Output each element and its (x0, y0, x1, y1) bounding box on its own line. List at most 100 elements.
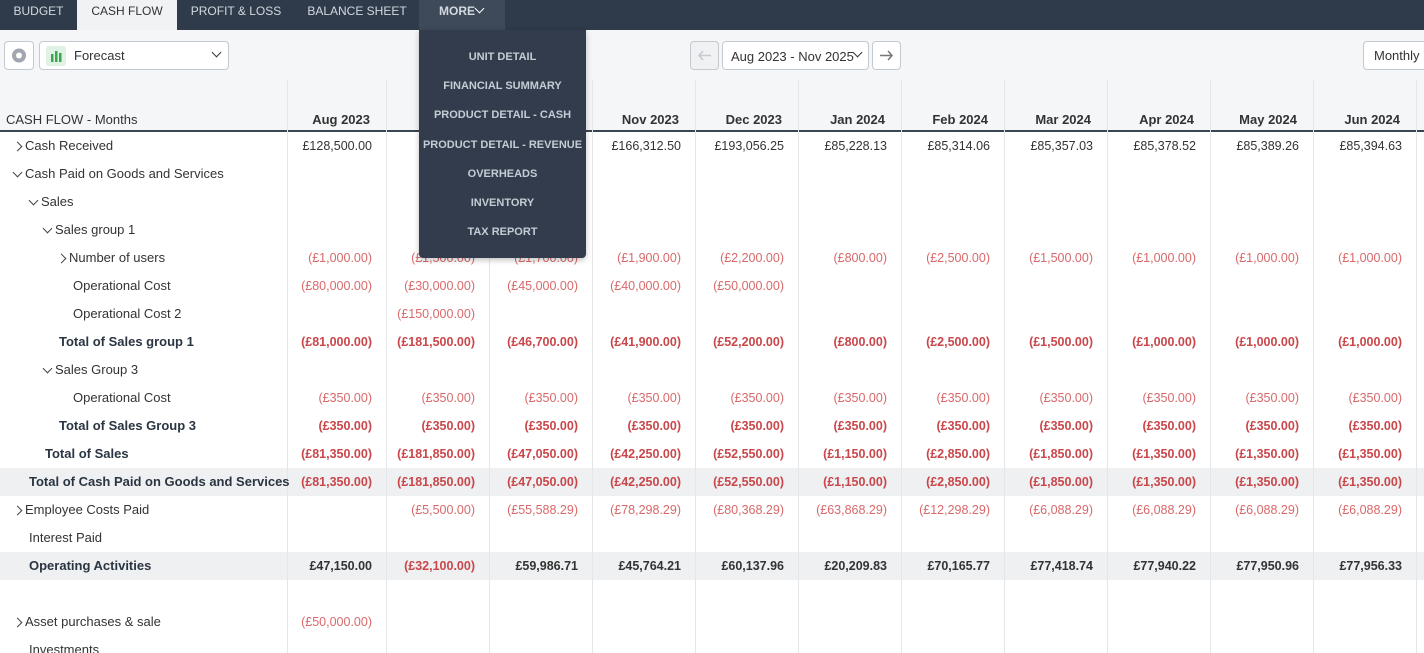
menu-item[interactable]: TAX REPORT (467, 226, 538, 239)
date-range-select[interactable]: Aug 2023 - Nov 2025 (722, 41, 869, 70)
cell-value: (£81,350.00) (301, 447, 372, 461)
cell-value: (£2,500.00) (926, 251, 990, 265)
row-label: Operational Cost (73, 390, 171, 405)
cell-value: (£6,088.29) (1029, 503, 1093, 517)
row-label: Investments (29, 642, 100, 653)
cell-value: £128,500.00 (302, 139, 372, 153)
cell-value: (£181,850.00) (397, 475, 475, 489)
cell-value: (£350.00) (1039, 391, 1093, 405)
cell-value: (£1,350.00) (1338, 475, 1402, 489)
menu-item[interactable]: OVERHEADS (467, 167, 538, 180)
column-divider (592, 80, 593, 653)
nav-arrow-button[interactable] (872, 41, 901, 70)
row-label[interactable]: Sales group 1 (55, 222, 136, 237)
nav-tab[interactable]: BUDGET (13, 4, 64, 18)
nav-arrow-button[interactable] (690, 41, 719, 70)
chevron[interactable] (12, 617, 23, 628)
menu-item[interactable]: INVENTORY (470, 197, 535, 209)
table-header-bg (0, 80, 1424, 130)
chevron[interactable] (28, 195, 39, 207)
row-label[interactable]: Employee Costs Paid (25, 502, 150, 517)
cell-value: (£1,850.00) (1029, 475, 1093, 489)
column-divider (287, 80, 288, 653)
row-label[interactable]: Asset purchases & sale (25, 614, 161, 629)
row-label[interactable]: Number of users (69, 250, 166, 265)
cell-value: (£1,850.00) (1029, 447, 1093, 461)
row-label[interactable]: Sales Group 3 (55, 362, 139, 377)
cell-value: £77,418.74 (1030, 559, 1093, 573)
chevron[interactable] (12, 505, 23, 516)
column-header: Feb 2024 (932, 112, 988, 127)
row-highlight (0, 552, 1424, 580)
scenario-select[interactable]: Forecast (39, 41, 229, 70)
cell-value: (£1,150.00) (823, 447, 887, 461)
menu-item[interactable]: UNIT DETAIL (468, 51, 537, 63)
nav-tab[interactable]: MORE (419, 0, 505, 30)
arrow-icon (880, 50, 894, 61)
cell-value: (£80,000.00) (301, 279, 372, 293)
chevron (211, 47, 222, 59)
row-label[interactable]: Cash Paid on Goods and Services (25, 166, 224, 181)
cell-value: (£52,550.00) (713, 447, 784, 461)
nav-tab[interactable]: BALANCE SHEET (307, 4, 407, 18)
chevron[interactable] (12, 141, 23, 152)
column-header: Apr 2024 (1139, 112, 1194, 127)
menu-item[interactable]: PRODUCT DETAIL - REVENUE (422, 138, 583, 151)
cell-value: (£350.00) (1348, 391, 1402, 405)
row-label[interactable]: Sales (41, 194, 74, 209)
cell-value: (£1,000.00) (1132, 251, 1196, 265)
header-rule (0, 130, 1424, 132)
cell-value: (£350.00) (627, 391, 681, 405)
cell-value: (£6,088.29) (1338, 503, 1402, 517)
chevron[interactable] (56, 253, 67, 264)
chevron[interactable] (42, 223, 53, 235)
row-label[interactable]: Cash Received (25, 138, 114, 153)
chevron (852, 47, 863, 59)
row-label: Total of Sales Group 3 (59, 418, 197, 433)
row-label: Total of Cash Paid on Goods and Services (29, 474, 290, 489)
nav-tab[interactable]: PROFIT & LOSS (190, 4, 282, 18)
nav-tab[interactable]: CASH FLOW (77, 0, 177, 30)
cell-value: £85,228.13 (824, 139, 887, 153)
column-divider (1107, 80, 1108, 653)
cell-value: (£350.00) (1142, 419, 1196, 433)
cell-value: (£800.00) (833, 335, 887, 349)
cell-value: £193,056.25 (714, 139, 784, 153)
menu-item[interactable]: PRODUCT DETAIL - CASH (433, 109, 572, 122)
gear-icon (12, 48, 26, 63)
cell-value: (£350.00) (936, 391, 990, 405)
row-label: Total of Sales group 1 (59, 334, 194, 349)
cell-value: (£350.00) (627, 419, 681, 433)
cell-value: (£1,350.00) (1132, 475, 1196, 489)
cell-value: (£1,000.00) (1235, 335, 1299, 349)
cell-value: (£5,500.00) (411, 503, 475, 517)
cell-value: (£46,700.00) (507, 335, 578, 349)
cell-value: (£1,000.00) (308, 251, 372, 265)
menu-item[interactable]: FINANCIAL SUMMARY (443, 80, 562, 93)
chevron[interactable] (42, 363, 53, 375)
cell-value: (£350.00) (1245, 419, 1299, 433)
cell-value: (£350.00) (833, 419, 887, 433)
cell-value: (£350.00) (1039, 419, 1093, 433)
cell-value: (£32,100.00) (404, 559, 475, 573)
cell-value: £45,764.21 (618, 559, 681, 573)
chevron[interactable] (12, 167, 23, 179)
cell-value: (£350.00) (936, 419, 990, 433)
column-header: Dec 2023 (725, 112, 782, 127)
column-header: Jun 2024 (1344, 112, 1400, 127)
cell-value: (£1,500.00) (1029, 251, 1093, 265)
column-divider (489, 80, 490, 653)
cell-value: (£6,088.29) (1132, 503, 1196, 517)
settings-button[interactable] (4, 41, 34, 70)
cell-value: (£1,000.00) (1235, 251, 1299, 265)
cell-value: (£12,298.29) (919, 503, 990, 517)
period-select[interactable]: Monthly (1363, 41, 1424, 70)
row-label: Interest Paid (29, 530, 102, 545)
cell-value: (£1,350.00) (1132, 447, 1196, 461)
chart-icon (46, 46, 66, 66)
chevron (474, 3, 485, 15)
column-divider (798, 80, 799, 653)
cell-value: (£1,500.00) (1029, 335, 1093, 349)
cell-value: £77,940.22 (1133, 559, 1196, 573)
